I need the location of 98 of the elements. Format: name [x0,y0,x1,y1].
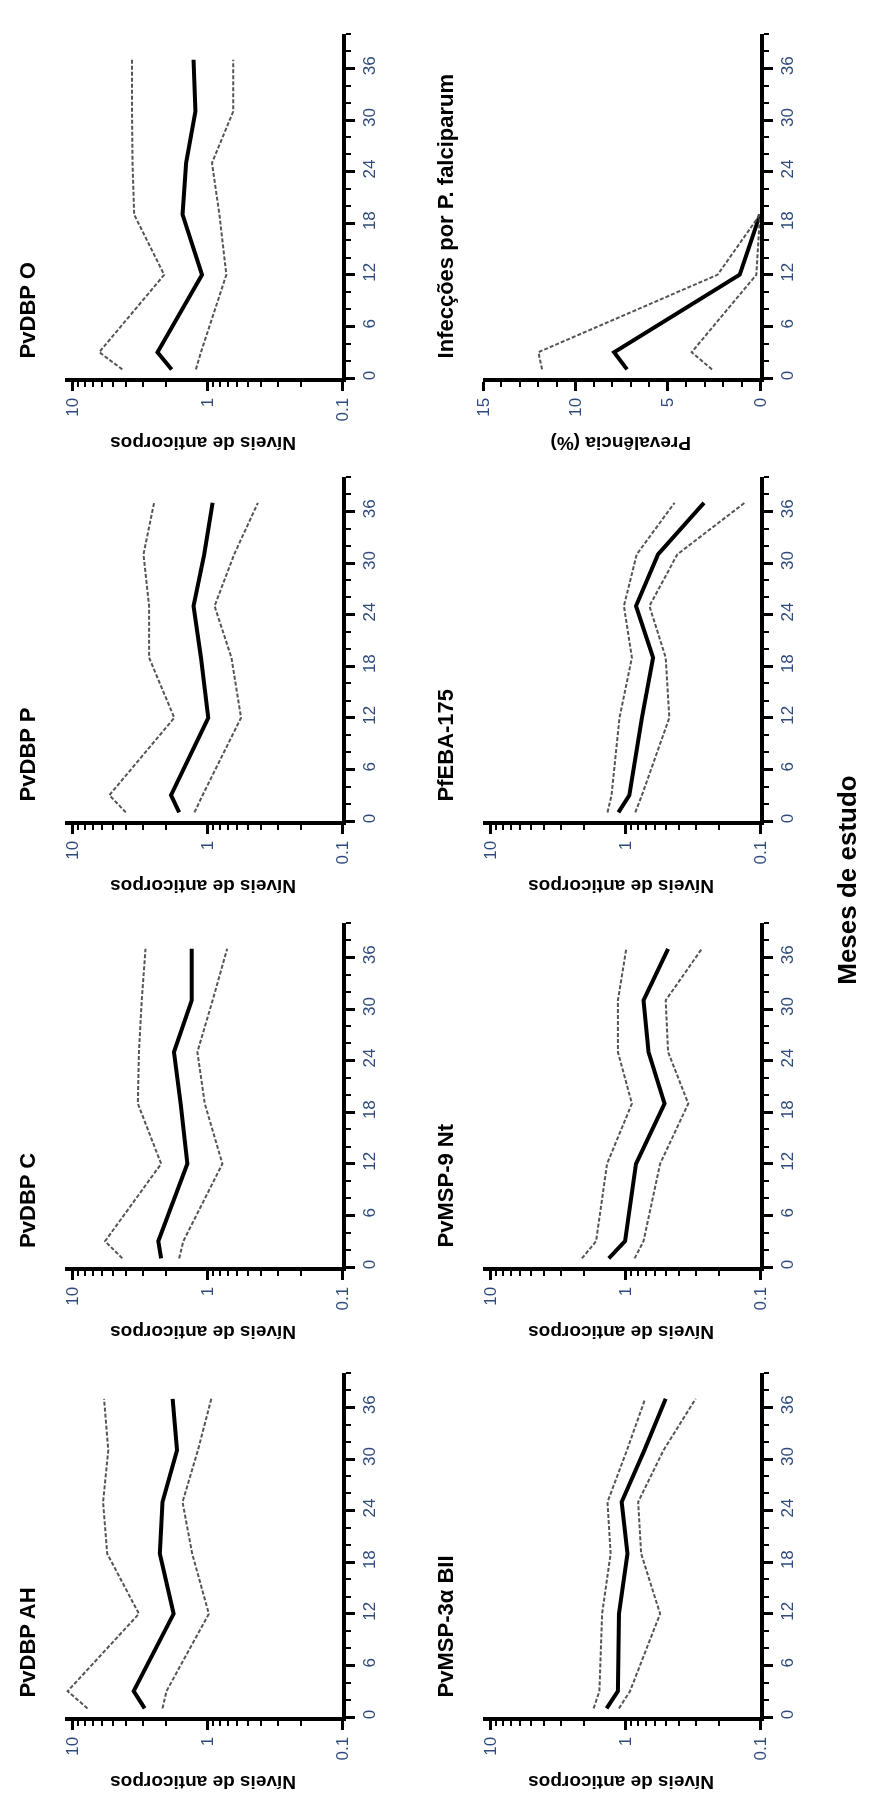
text: PvDBP P [14,707,40,802]
x-tick-label: 0 [750,397,770,408]
y-tick-label: 6 [360,1658,380,1668]
y-tick-label: 36 [360,499,380,519]
text: PvDBP C [15,1152,41,1248]
y-tick-label: 12 [360,1151,380,1171]
y-tick-label: 30 [360,550,380,570]
y-tick-label: 12 [778,1151,798,1171]
y-tick-label: 18 [360,211,380,231]
x-tick-label: 1 [615,1286,635,1297]
x-axis-title: Níveis de anticorpos [110,432,296,454]
y-tick-label: 24 [778,1048,798,1068]
y-tick-label: 36 [778,56,798,76]
y-tick-label: 24 [360,1048,380,1068]
x-tick-label: 1 [615,840,635,851]
y-tick-label: 0 [360,1709,380,1720]
y-tick-label: 24 [360,602,380,622]
x-tick-label: 0.1 [332,840,352,865]
y-tick-label: 0 [778,1709,798,1720]
x-tick-label: 10 [480,1286,500,1306]
y-tick-label: 30 [360,107,380,127]
text: PvDBP AH [14,1587,40,1698]
text: Meses de estudo [831,775,863,985]
text: PvDBP O [14,262,40,359]
x-tick-label: 10 [62,1286,82,1306]
x-tick-label: 0.1 [750,840,770,865]
x-tick-label: 0.1 [332,1286,352,1311]
x-tick-label: 1 [197,840,217,851]
y-tick-label: 36 [360,56,380,76]
y-tick-label: 18 [360,1100,380,1120]
y-tick-label: 36 [778,945,798,965]
x-tick-label: 10 [565,397,585,417]
x-tick-label: 15 [473,397,493,417]
x-tick-label: 1 [197,1286,217,1297]
y-tick-label: 36 [778,499,798,519]
y-tick-label: 12 [778,262,798,282]
y-tick-label: 30 [778,996,798,1016]
y-tick-label: 12 [360,262,380,282]
text: PfEBA-175 [432,688,458,802]
x-tick-label: 0.1 [750,1286,770,1311]
y-tick-label: 0 [778,813,798,824]
y-tick-label: 24 [360,159,380,179]
x-tick-label: 10 [62,397,82,417]
y-tick-label: 6 [778,1658,798,1668]
x-tick-label: 0.1 [750,1736,770,1761]
y-tick-label: 30 [360,996,380,1016]
text: PvMSP-3α BII [432,1555,458,1698]
y-tick-label: 36 [360,1395,380,1415]
y-tick-label: 6 [778,319,798,329]
x-axis-title: Prevalência (%) [550,432,691,454]
y-tick-label: 6 [360,1208,380,1218]
x-tick-label: 1 [197,397,217,408]
y-tick-label: 24 [778,602,798,622]
y-tick-label: 6 [778,1208,798,1218]
x-axis-title: Níveis de anticorpos [110,875,296,897]
x-tick-label: 1 [197,1736,217,1747]
y-tick-label: 12 [360,705,380,725]
x-axis-title: Níveis de anticorpos [528,1321,714,1343]
text: PvMSP-9 Nt [432,1123,458,1248]
x-tick-label: 10 [62,840,82,860]
y-tick-label: 30 [778,107,798,127]
y-tick-label: 18 [778,1100,798,1120]
x-tick-label: 0.1 [332,397,352,422]
text: Infecções por P. falciparum [432,73,458,359]
x-axis-title: Níveis de anticorpos [528,875,714,897]
y-tick-label: 18 [778,1550,798,1570]
y-tick-label: 12 [778,705,798,725]
y-tick-label: 0 [778,1259,798,1270]
y-tick-label: 18 [778,654,798,674]
y-tick-label: 0 [778,370,798,381]
x-axis-title: Níveis de anticorpos [110,1771,296,1793]
x-tick-label: 5 [658,397,678,408]
y-tick-label: 12 [360,1601,380,1621]
x-tick-label: 0.1 [332,1736,352,1761]
y-tick-label: 18 [360,1550,380,1570]
y-tick-label: 24 [778,1498,798,1518]
y-tick-label: 6 [778,762,798,772]
x-tick-label: 10 [480,840,500,860]
y-tick-label: 18 [778,211,798,231]
y-tick-label: 12 [778,1601,798,1621]
y-tick-label: 24 [778,159,798,179]
y-tick-label: 30 [778,1446,798,1466]
y-tick-label: 6 [360,762,380,772]
x-axis-title: Níveis de anticorpos [528,1771,714,1793]
y-tick-label: 0 [360,813,380,824]
y-tick-label: 30 [360,1446,380,1466]
y-tick-label: 18 [360,654,380,674]
y-tick-label: 6 [360,319,380,329]
x-tick-label: 1 [615,1736,635,1747]
y-tick-label: 0 [360,1259,380,1270]
y-tick-label: 30 [778,550,798,570]
x-axis-title: Níveis de anticorpos [110,1321,296,1343]
y-tick-label: 36 [778,1395,798,1415]
y-tick-label: 0 [360,370,380,381]
x-tick-label: 10 [480,1736,500,1756]
x-tick-label: 10 [62,1736,82,1756]
y-tick-label: 36 [360,945,380,965]
y-tick-label: 24 [360,1498,380,1518]
